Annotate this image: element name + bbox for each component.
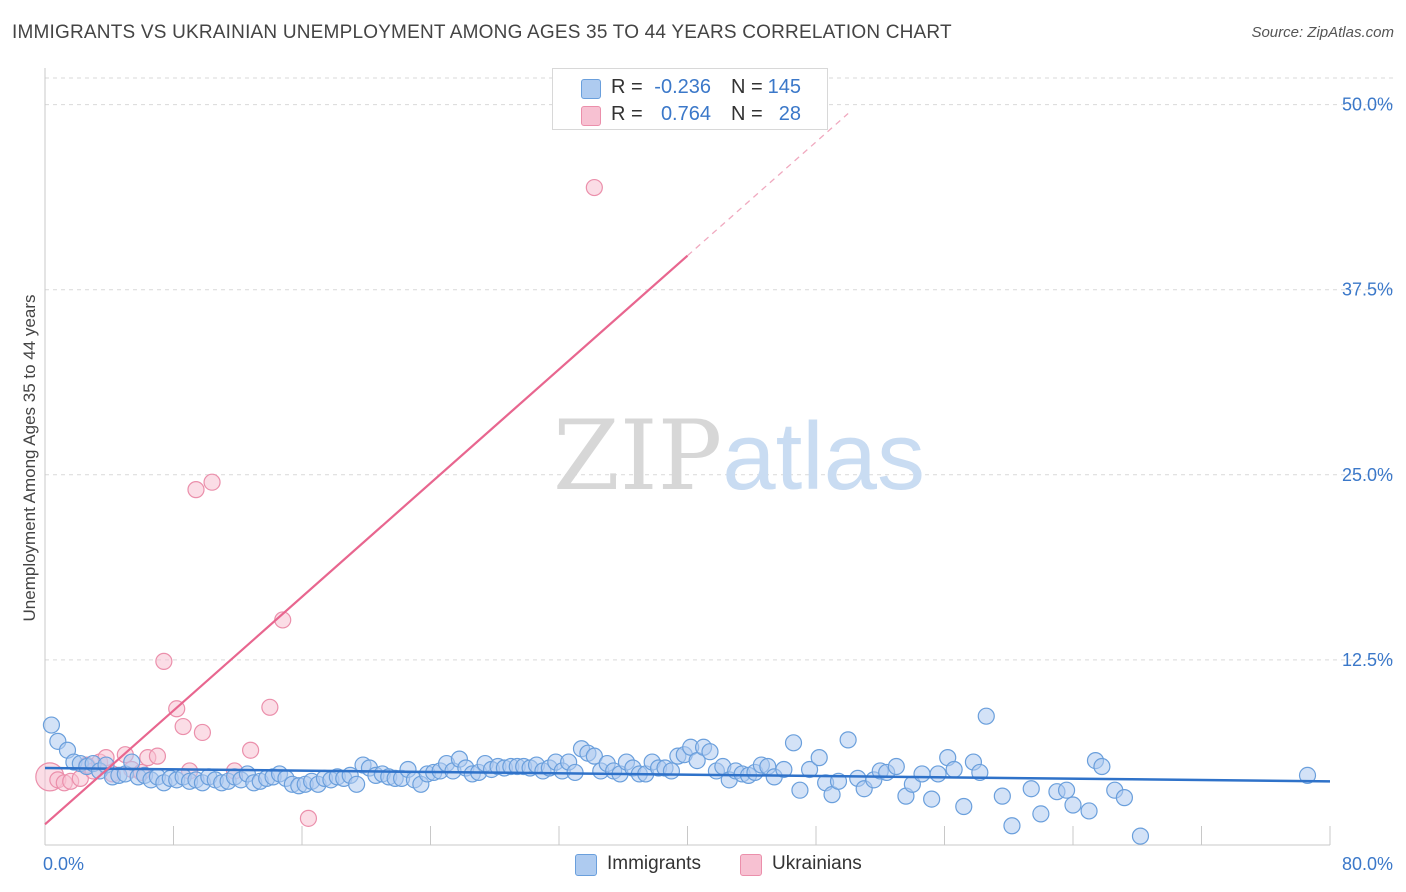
ukrainians-point: [585, 178, 603, 197]
immigrants-point: [955, 797, 973, 816]
ukrainians-point: [174, 717, 192, 736]
gridlines: [45, 77, 1395, 661]
r-value: 0.764: [660, 103, 711, 125]
legend-label: Ukrainians: [772, 853, 862, 874]
immigrants-point: [913, 765, 931, 783]
legend-label: Immigrants: [607, 853, 701, 874]
ukrainians-points: [35, 178, 603, 827]
axes: [44, 68, 1331, 846]
immigrants-point: [1115, 789, 1134, 807]
ukrainians-point: [299, 809, 318, 827]
x-tick-label: 80.0%: [1342, 854, 1393, 874]
n-value: 145: [767, 76, 801, 98]
immigrants-point: [923, 790, 941, 808]
immigrants-point: [1093, 757, 1111, 776]
immigrants-point: [929, 765, 947, 783]
ukrainians-point: [148, 747, 167, 765]
ukrainians-point: [242, 741, 260, 759]
tick-labels: 12.5% 25.0% 37.5% 50.0% 0.0% 80.0%: [43, 95, 1393, 874]
n-value: 28: [778, 103, 801, 125]
stats-row-ukrainians: R = 0.764 N = 28: [553, 102, 827, 128]
immigrants-point: [945, 760, 963, 779]
source-credit: Source: ZipAtlas.com: [1251, 24, 1394, 41]
chart-title: IMMIGRANTS VS UKRAINIAN UNEMPLOYMENT AMO…: [12, 22, 952, 43]
zipatlas-watermark: ZIPatlas: [553, 400, 925, 512]
immigrants-point: [800, 760, 819, 779]
immigrants-point: [977, 707, 995, 725]
ukrainians-swatch: [581, 106, 601, 126]
immigrants-point: [1080, 802, 1098, 820]
immigrants-swatch: [581, 79, 601, 99]
immigrants-point: [42, 716, 61, 734]
immigrants-point: [662, 762, 681, 780]
x-tick-label: 0.0%: [43, 854, 84, 874]
immigrants-point: [839, 731, 857, 749]
immigrants-point: [887, 757, 905, 776]
immigrants-point: [1032, 805, 1050, 823]
immigrants-point: [585, 747, 603, 765]
r-value: -0.236: [654, 76, 711, 98]
immigrants-point: [993, 787, 1011, 805]
ukrainians-swatch: [740, 854, 762, 876]
n-label: N =: [731, 103, 763, 125]
immigrants-point: [784, 734, 803, 752]
immigrants-points: [42, 707, 1317, 845]
stats-legend: R = -0.236 N = 145 R = 0.764 N = 28: [552, 68, 828, 130]
ukrainians-trend-line: [44, 254, 689, 826]
y-axis-label: Unemployment Among Ages 35 to 44 years: [20, 294, 39, 622]
immigrants-point: [775, 760, 793, 779]
watermark-zip: ZIP: [553, 400, 723, 512]
immigrants-trend-line: [44, 766, 1331, 783]
immigrants-swatch: [575, 854, 597, 876]
immigrants-point: [1131, 827, 1150, 845]
ukrainians-point: [193, 723, 212, 742]
n-label: N =: [731, 76, 763, 98]
immigrants-point: [1003, 817, 1021, 835]
r-label: R =: [611, 103, 643, 125]
immigrants-point: [701, 743, 719, 761]
watermark-atlas: atlas: [722, 403, 925, 510]
y-tick-label: 37.5%: [1342, 280, 1393, 300]
r-label: R =: [611, 76, 643, 98]
y-tick-label: 25.0%: [1342, 465, 1393, 485]
y-tick-label: 50.0%: [1342, 95, 1393, 115]
immigrants-point: [1022, 780, 1040, 798]
ukrainians-point: [203, 473, 221, 491]
ukrainians-trend-extension: [687, 113, 849, 257]
ukrainians-point: [187, 481, 205, 499]
immigrants-point: [791, 781, 809, 799]
immigrants-point: [810, 749, 828, 767]
immigrants-point: [348, 775, 366, 793]
immigrants-point: [1057, 781, 1076, 799]
y-tick-label: 12.5%: [1342, 650, 1393, 670]
trend-lines: [44, 113, 1331, 826]
immigrants-point: [1298, 766, 1317, 785]
series-legend: Immigrants Ukrainians: [0, 852, 1406, 878]
stats-row-immigrants: R = -0.236 N = 145: [553, 75, 827, 101]
ukrainians-point: [155, 652, 173, 670]
immigrants-point: [1064, 796, 1082, 814]
ukrainians-point: [261, 698, 279, 716]
